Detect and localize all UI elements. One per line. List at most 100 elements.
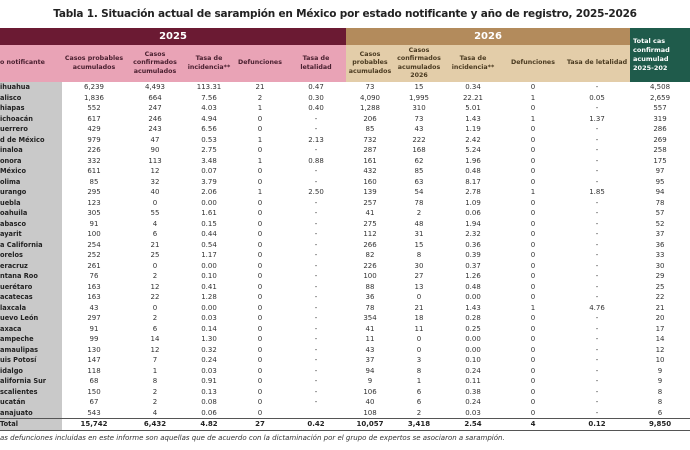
table-cell: 25 [655, 282, 665, 291]
table-cell: 266 [363, 240, 377, 249]
table-cell: 0.91 [201, 377, 217, 385]
table-row: amaulipas 130 12 0.32 0 - 43 0 0.00 0 - 12 [0, 344, 690, 355]
table-cell: 0 [530, 219, 536, 228]
table-cell: - [595, 314, 599, 322]
table-cell: 0 [257, 209, 263, 217]
table-cell: 0.32 [201, 345, 217, 354]
table-cell: 1 [257, 156, 263, 165]
table-cell: 0.24 [201, 356, 217, 364]
table-cell: 48 [414, 219, 424, 228]
table-cell: 78 [655, 198, 665, 207]
table-row: scalientes 150 2 0.13 0 - 106 6 0.38 0 - 8 [0, 386, 690, 397]
table-cell: 319 [653, 114, 667, 123]
table-cell: 0 [530, 335, 536, 343]
table-cell: 4 [152, 408, 158, 417]
table-cell: 0.15 [201, 219, 217, 228]
table-cell: 1,836 [83, 93, 105, 102]
table-row: uis Potosí 147 7 0.24 0 - 37 3 0.10 0 - 10 [0, 355, 690, 366]
table-cell: - [595, 240, 599, 249]
table-cell: - [314, 314, 318, 322]
table-cell: - [595, 198, 599, 207]
table-cell: 1.19 [465, 125, 481, 133]
table-cell: 1.61 [201, 209, 217, 217]
table-cell: 0 [257, 146, 263, 154]
table-cell: 14 [655, 335, 665, 343]
table-cell: 47 [150, 135, 160, 144]
table-cell: 163 [87, 282, 101, 291]
table-cell: 15 [414, 83, 424, 91]
table-cell: 246 [148, 114, 162, 123]
table-cell: 91 [89, 219, 99, 228]
table-cell: - [314, 177, 318, 186]
table-cell: 429 [87, 125, 101, 133]
table-cell: 979 [87, 135, 101, 144]
table-cell: 2,659 [650, 93, 671, 102]
table-row: ichoacán 617 246 4.94 0 - 206 73 1.43 1 1.37 319 [0, 113, 690, 124]
table-row: d de México 979 47 0.53 1 2.13 732 222 2.42 0 - 269 [0, 134, 690, 145]
table-cell: 0 [257, 293, 263, 301]
table-row: laxcala 43 0 0.00 0 - 78 21 1.43 1 4.76 21 [0, 302, 690, 313]
table-cell: 52 [655, 219, 665, 228]
table-cell: 0 [257, 335, 263, 343]
state-name: scalientes [0, 386, 62, 397]
table-cell: 0.37 [465, 261, 481, 270]
table-cell: 22.21 [462, 93, 484, 102]
table-cell: 0 [530, 251, 536, 259]
table-cell: - [595, 408, 599, 417]
table-cell: 0.53 [201, 135, 217, 144]
table-cell: 2.78 [465, 188, 481, 196]
table-cell: 4.82 [184, 418, 234, 431]
table-cell: 0.06 [465, 209, 481, 217]
table-cell: 6 [152, 230, 158, 238]
table-row: abasco 91 4 0.15 0 - 275 48 1.94 0 - 52 [0, 218, 690, 229]
table-cell: - [595, 398, 599, 406]
table-row: acatecas 163 22 1.28 0 - 36 0 0.00 0 - 22 [0, 292, 690, 303]
table-cell: - [314, 282, 318, 291]
table-cell: 0 [416, 293, 422, 301]
table-cell: 0.10 [201, 272, 217, 280]
table-cell: 261 [87, 261, 101, 270]
table-cell: 0.00 [465, 345, 481, 354]
state-name: Total [0, 418, 62, 431]
table-cell: 22 [655, 293, 665, 301]
table-cell: 0 [530, 408, 536, 417]
table-cell: - [595, 177, 599, 186]
table-cell: 2.06 [201, 188, 217, 196]
table-cell: 0 [530, 240, 536, 249]
table-cell: 85 [89, 177, 99, 186]
table-cell: 297 [87, 314, 101, 322]
table-cell: 1 [530, 188, 536, 196]
table-cell: 0 [416, 335, 422, 343]
table-cell: - [595, 146, 599, 154]
table-cell: - [314, 303, 318, 312]
table-row: eracruz 261 0 0.00 0 - 226 30 0.37 0 - 30 [0, 260, 690, 271]
table-cell: 0 [530, 387, 536, 396]
total-confirmed-header: Total cas confirmad acumulad 2025-202 [630, 28, 690, 82]
table-cell: 0 [530, 167, 536, 175]
table-cell: 1.85 [589, 188, 605, 196]
table-cell: 0 [257, 125, 263, 133]
table-cell: 0 [152, 261, 158, 270]
table-cell: 63 [414, 177, 424, 186]
table-row: alifornia Sur 68 8 0.91 0 - 9 1 0.11 0 - 9 [0, 376, 690, 387]
state-name: d de México [0, 134, 62, 145]
table-cell: 552 [87, 104, 101, 112]
total-row: Total 15,742 6,432 4.82 27 0.42 10,057 3,418 2.5… [0, 418, 690, 431]
table-cell: 106 [363, 387, 377, 396]
table-cell: 7.56 [201, 93, 217, 102]
table-cell: 6 [416, 398, 422, 406]
table-cell: 27 [414, 272, 424, 280]
state-name: uerrero [0, 124, 62, 135]
table-cell: 8 [416, 251, 422, 259]
table-cell: 2 [257, 93, 263, 102]
table-cell: - [595, 282, 599, 291]
table-cell: 4,508 [650, 83, 671, 91]
table-cell: 113.31 [196, 83, 222, 91]
table-cell: 3 [416, 356, 422, 364]
table-cell: 0.08 [201, 398, 217, 406]
table-cell: 7 [152, 356, 158, 364]
table-cell: - [314, 219, 318, 228]
table-cell: 295 [87, 188, 101, 196]
table-cell: 118 [87, 366, 101, 375]
table-cell: 354 [363, 314, 377, 322]
